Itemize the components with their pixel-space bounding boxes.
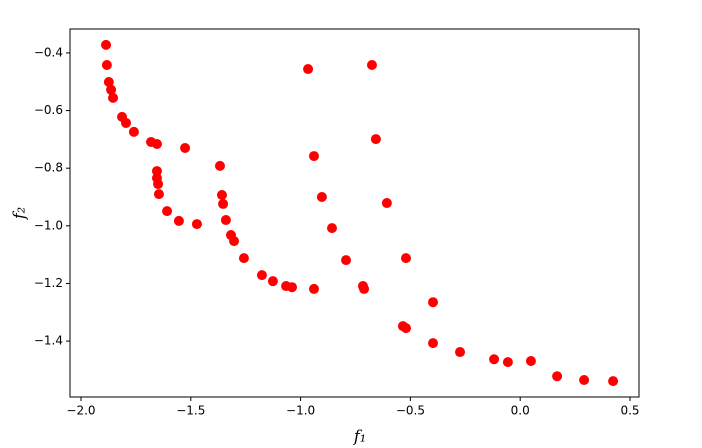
point <box>101 60 112 71</box>
point <box>103 77 114 88</box>
plot-frame <box>69 28 640 398</box>
point <box>552 371 563 382</box>
point <box>153 189 164 200</box>
point <box>400 323 411 334</box>
point <box>238 253 249 264</box>
point <box>216 189 227 200</box>
point <box>489 354 500 365</box>
point <box>128 126 139 137</box>
y-tick-label: −0.8 <box>34 161 63 175</box>
point <box>608 376 619 387</box>
point <box>525 355 536 366</box>
point <box>267 276 278 287</box>
x-tick-label: −1.0 <box>286 404 315 418</box>
point <box>287 282 298 293</box>
x-tick-label: −0.5 <box>396 404 425 418</box>
point <box>229 236 240 247</box>
point <box>326 223 337 234</box>
point <box>153 179 164 190</box>
x-tick-label: 0.0 <box>511 404 530 418</box>
point <box>316 192 327 203</box>
point <box>191 219 202 230</box>
point <box>359 283 370 294</box>
point <box>173 215 184 226</box>
point <box>214 160 225 171</box>
point <box>220 215 231 226</box>
y-tick-label: −1.4 <box>34 334 63 348</box>
point <box>366 60 377 71</box>
point <box>162 206 173 217</box>
point <box>151 138 162 149</box>
point <box>218 198 229 209</box>
y-tick-label: −1.2 <box>34 276 63 290</box>
point <box>180 143 191 154</box>
y-tick-label: −0.6 <box>34 103 63 117</box>
point <box>370 134 381 145</box>
point <box>308 283 319 294</box>
point <box>381 198 392 209</box>
y-axis-label: f₂ <box>10 207 29 220</box>
point <box>106 84 117 95</box>
point <box>308 151 319 162</box>
point <box>428 338 439 349</box>
y-tick-label: −0.4 <box>34 45 63 59</box>
point <box>579 374 590 385</box>
point <box>108 92 119 103</box>
point <box>151 166 162 177</box>
point <box>101 39 112 50</box>
point <box>400 253 411 264</box>
x-axis-label: f₁ <box>353 427 366 446</box>
y-tick-label: −1.0 <box>34 218 63 232</box>
point <box>502 357 513 368</box>
x-tick-label: 0.5 <box>620 404 639 418</box>
point <box>428 297 439 308</box>
point <box>256 270 267 281</box>
point <box>455 347 466 358</box>
point <box>120 117 131 128</box>
x-tick-label: −1.5 <box>176 404 205 418</box>
point <box>303 64 314 75</box>
x-tick-label: −2.0 <box>66 404 95 418</box>
point <box>341 255 352 266</box>
